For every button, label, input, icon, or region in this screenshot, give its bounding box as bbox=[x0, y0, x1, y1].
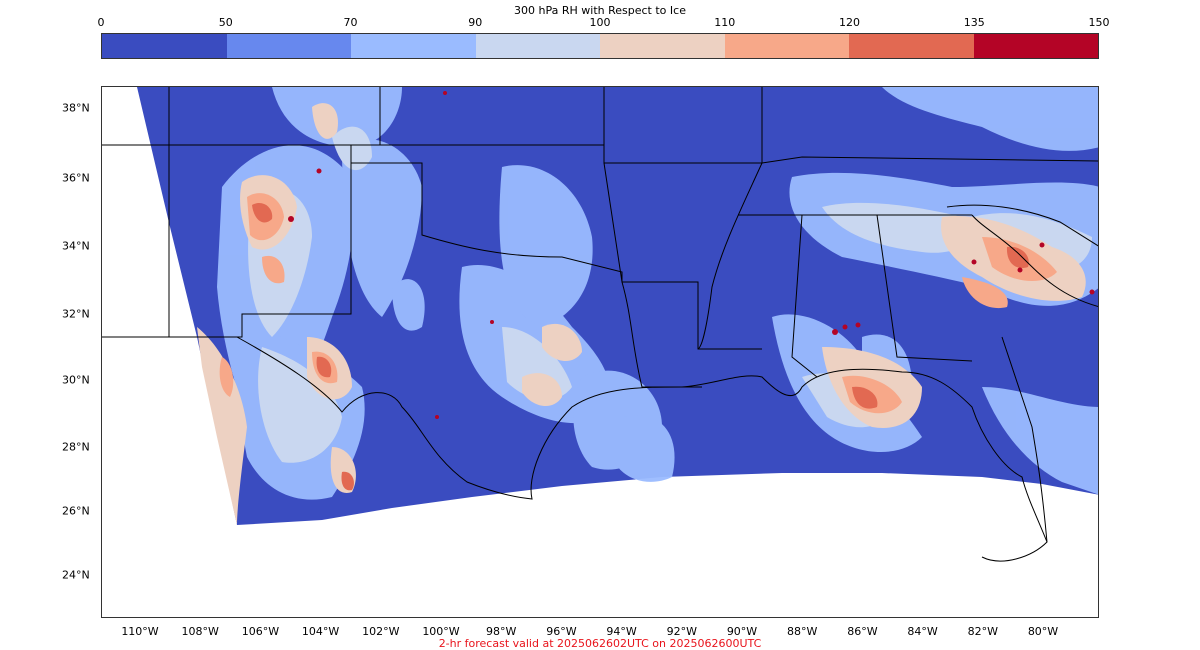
florida-east-coast bbox=[1001, 336, 1048, 543]
colorbar-tick-label: 135 bbox=[963, 16, 985, 29]
colorbar-tick-label: 110 bbox=[714, 16, 736, 29]
longitude-label: 84°W bbox=[907, 625, 938, 638]
longitude-label: 108°W bbox=[181, 625, 219, 638]
latitude-label: 30°N bbox=[62, 373, 90, 387]
map-panel bbox=[101, 86, 1099, 618]
latitude-label: 34°N bbox=[62, 239, 90, 253]
forecast-caption: 2-hr forecast valid at 2025062602UTC on … bbox=[438, 637, 762, 650]
ok-ks-border bbox=[603, 87, 763, 164]
longitude-label: 86°W bbox=[847, 625, 878, 638]
colorbar-segment bbox=[973, 34, 1098, 58]
longitude-label: 88°W bbox=[787, 625, 818, 638]
tn-border bbox=[761, 156, 1098, 164]
colorbar-title: 300 hPa RH with Respect to Ice bbox=[514, 4, 686, 17]
gulf-coastline bbox=[236, 336, 1048, 562]
colorbar-segment bbox=[102, 34, 227, 58]
colorbar-tick-label: 150 bbox=[1088, 16, 1110, 29]
longitude-label: 100°W bbox=[422, 625, 460, 638]
nm-tx-border bbox=[102, 163, 352, 338]
colorbar bbox=[101, 33, 1099, 59]
latitude-label: 36°N bbox=[62, 171, 90, 185]
ga-sc-border bbox=[971, 214, 1098, 307]
la-border bbox=[621, 281, 702, 388]
ok-panhandle bbox=[351, 162, 623, 282]
longitude-label: 94°W bbox=[606, 625, 637, 638]
colorbar-tick-label: 120 bbox=[839, 16, 860, 29]
rh-120-135-regions bbox=[252, 202, 1029, 491]
colorbar-segment bbox=[351, 34, 476, 58]
al-ms-border bbox=[791, 214, 818, 378]
longitude-label: 110°W bbox=[121, 625, 159, 638]
colorbar-tick-label: 90 bbox=[468, 16, 483, 29]
latitude-label: 28°N bbox=[62, 440, 90, 454]
colorbar-tick-label: 50 bbox=[218, 16, 233, 29]
nc-sc-border bbox=[946, 204, 1098, 247]
longitude-label: 80°W bbox=[1027, 625, 1059, 638]
latitude-label: 32°N bbox=[62, 307, 90, 321]
longitude-label: 106°W bbox=[241, 625, 280, 638]
colorbar-segment bbox=[475, 34, 600, 58]
longitude-label: 96°W bbox=[546, 625, 577, 638]
latitude-label: 24°N bbox=[62, 568, 90, 582]
map-svg bbox=[102, 87, 1098, 562]
boundaries bbox=[102, 87, 1098, 388]
longitude-label: 98°W bbox=[486, 625, 517, 638]
longitude-label: 92°W bbox=[666, 625, 697, 638]
colorbar-segment bbox=[226, 34, 351, 58]
colorbar-tick-label: 100 bbox=[589, 16, 611, 29]
ar-border bbox=[603, 162, 762, 350]
longitude-label: 90°W bbox=[726, 625, 758, 638]
longitude-label: 102°W bbox=[362, 625, 400, 638]
longitude-label: 104°W bbox=[301, 625, 340, 638]
rh-135-150-spots bbox=[288, 91, 1095, 419]
latitude-label: 38°N bbox=[62, 101, 90, 115]
latitude-label: 26°N bbox=[62, 504, 90, 518]
colorbar-segment bbox=[724, 34, 849, 58]
ms-border bbox=[697, 162, 763, 350]
colorbar-segment bbox=[849, 34, 974, 58]
colorbar-segment bbox=[600, 34, 725, 58]
al-ga-border bbox=[876, 214, 973, 362]
colorbar-tick-label: 0 bbox=[97, 16, 105, 29]
colorbar-tick-label: 70 bbox=[343, 16, 358, 29]
longitude-label: 82°W bbox=[967, 625, 998, 638]
